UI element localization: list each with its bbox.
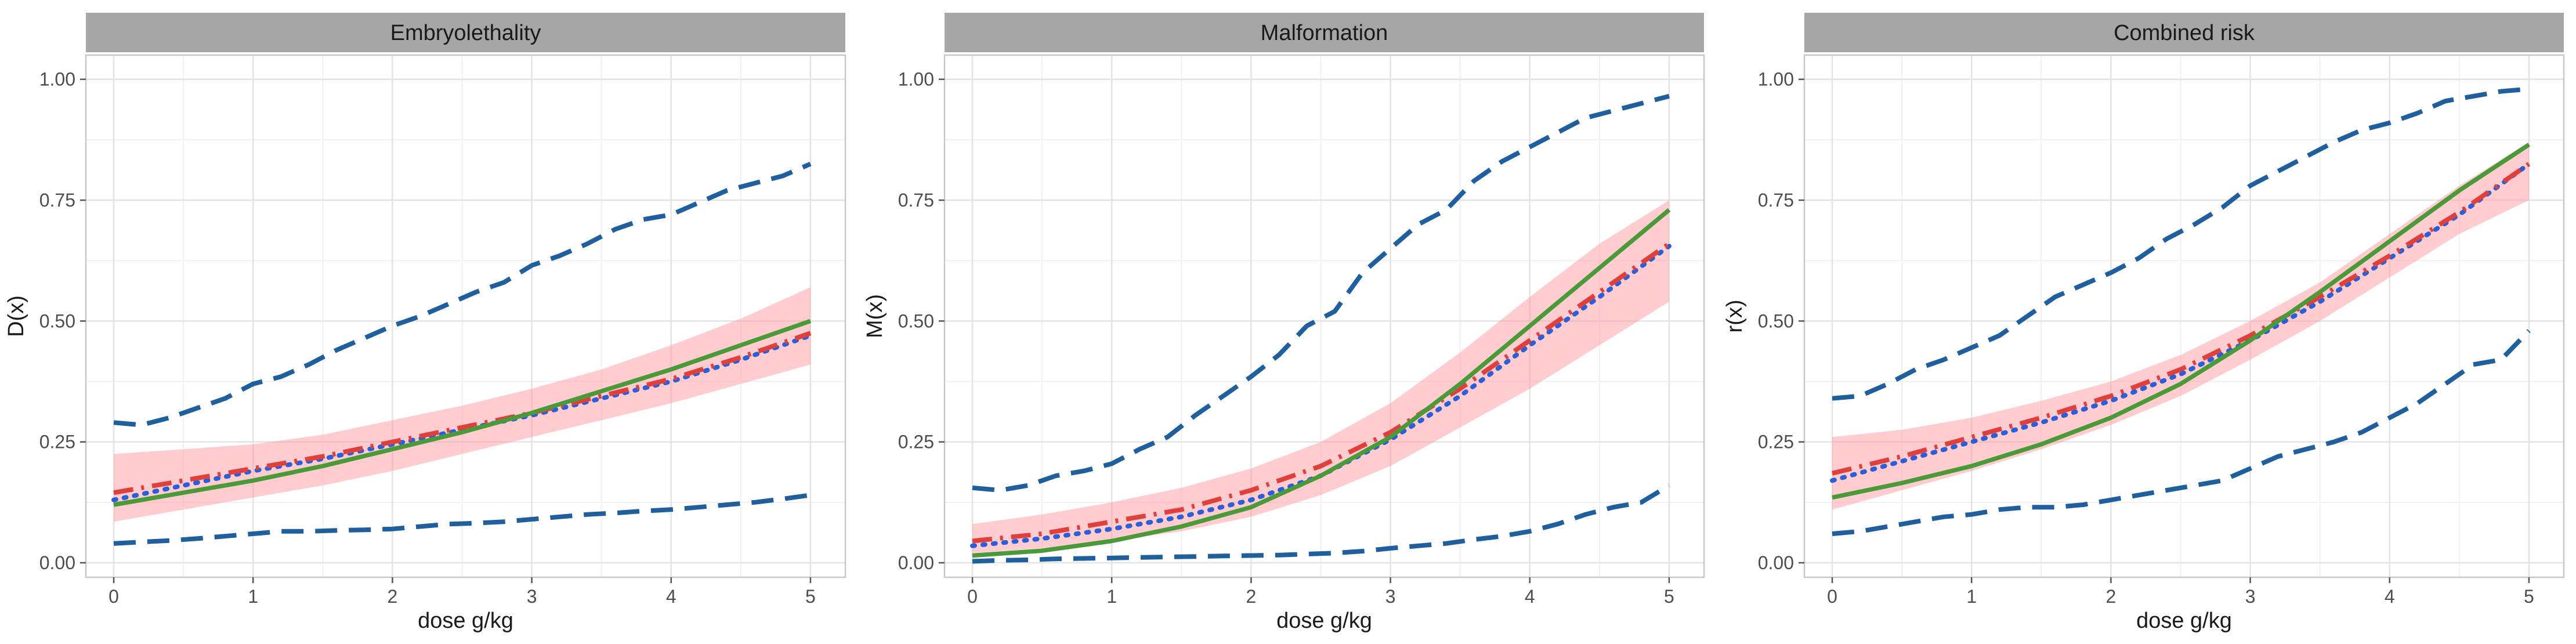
x-tick-label: 5 [1664, 586, 1674, 607]
series-line-lower-bound [113, 493, 811, 546]
series-line-upper-bound [972, 93, 1670, 493]
x-tick-label: 1 [1106, 586, 1117, 607]
x-tick-label: 2 [1246, 586, 1257, 607]
panel-1: Embryolethality 0 1 2 3 4 5 0.00 0.25 0.50 0.75 1.0… [4, 13, 846, 633]
series-line-dash-dot-estimate [972, 241, 1671, 544]
y-tick-label: 0.25 [1758, 432, 1794, 453]
y-axis-title: D(x) [4, 295, 28, 337]
panel-2: Malformation 0 1 2 3 4 5 0.00 0.25 0.50 0.75 1.00 do… [863, 13, 1705, 633]
x-tick-label: 3 [1385, 586, 1396, 607]
x-axis-title: dose g/kg [1276, 609, 1372, 633]
facet-title: Embryolethality [390, 21, 541, 45]
y-tick-label: 0.25 [898, 432, 934, 453]
facet-panels: Embryolethality 0 1 2 3 4 5 0.00 0.25 0.50 0.75 1.0… [4, 13, 2565, 633]
y-tick-label: 0.50 [898, 310, 934, 331]
y-tick-label: 1.00 [39, 69, 75, 90]
panel-border [1803, 54, 2565, 578]
major-gridlines [86, 55, 845, 577]
x-tick-label: 2 [2106, 586, 2116, 607]
series-line-upper-bound [1832, 86, 2530, 401]
x-axis-title: dose g/kg [418, 609, 513, 633]
facet-strip [945, 13, 1704, 52]
facet-title: Malformation [1261, 21, 1388, 45]
series-line-dash-dot-estimate [113, 331, 812, 495]
x-tick-label: 4 [666, 586, 676, 607]
y-axis-title: M(x) [863, 294, 887, 338]
x-tick-label: 0 [1827, 586, 1837, 607]
panel-border [943, 54, 1705, 578]
x-axis-title: dose g/kg [2136, 609, 2232, 633]
facet-strip [1804, 13, 2564, 52]
x-tick-label: 4 [2385, 586, 2395, 607]
y-tick-label: 0.00 [1758, 552, 1794, 573]
plot-area [1804, 55, 2564, 577]
major-gridlines [1804, 55, 2564, 577]
y-tick-label: 0.50 [1758, 310, 1794, 331]
facet-title: Combined risk [2114, 21, 2255, 45]
y-tick-label: 0.75 [898, 190, 934, 211]
series-line-dotted-estimate [111, 333, 813, 502]
y-tick-label: 0.00 [39, 552, 75, 573]
series-line-true-curve [972, 208, 1671, 558]
y-tick-label: 0.25 [39, 432, 75, 453]
x-tick-label: 3 [2245, 586, 2256, 607]
y-tick-label: 1.00 [1758, 69, 1794, 90]
y-tick-label: 0.50 [39, 310, 75, 331]
y-tick-label: 0.00 [898, 552, 934, 573]
series-line-lower-bound [972, 483, 1671, 564]
x-tick-label: 5 [805, 586, 816, 607]
series-line-dash-dot-estimate [1832, 162, 2531, 476]
panel-border [85, 54, 846, 578]
series-line-true-curve [1832, 143, 2531, 500]
confidence-band [1832, 142, 2529, 510]
series-line-true-curve [113, 319, 812, 507]
y-tick-label: 1.00 [898, 69, 934, 90]
x-tick-label: 2 [388, 586, 398, 607]
x-tick-label: 1 [248, 586, 258, 607]
x-tick-label: 0 [108, 586, 119, 607]
y-axis-title: r(x) [1723, 300, 1747, 333]
panel-3: Combined risk 0 1 2 3 4 5 0.00 0.25 0.50 0.75 1.00 d… [1723, 13, 2565, 633]
x-tick-label: 4 [1525, 586, 1535, 607]
y-tick-label: 0.75 [39, 190, 75, 211]
series-line-lower-bound [1832, 329, 2531, 536]
x-tick-label: 1 [1966, 586, 1977, 607]
y-tick-label: 0.75 [1758, 190, 1794, 211]
x-tick-label: 5 [2524, 586, 2534, 607]
x-tick-label: 3 [527, 586, 537, 607]
x-tick-label: 0 [967, 586, 978, 607]
confidence-band [972, 200, 1669, 553]
series-line-upper-bound [113, 161, 812, 428]
facet-strip [86, 13, 845, 52]
